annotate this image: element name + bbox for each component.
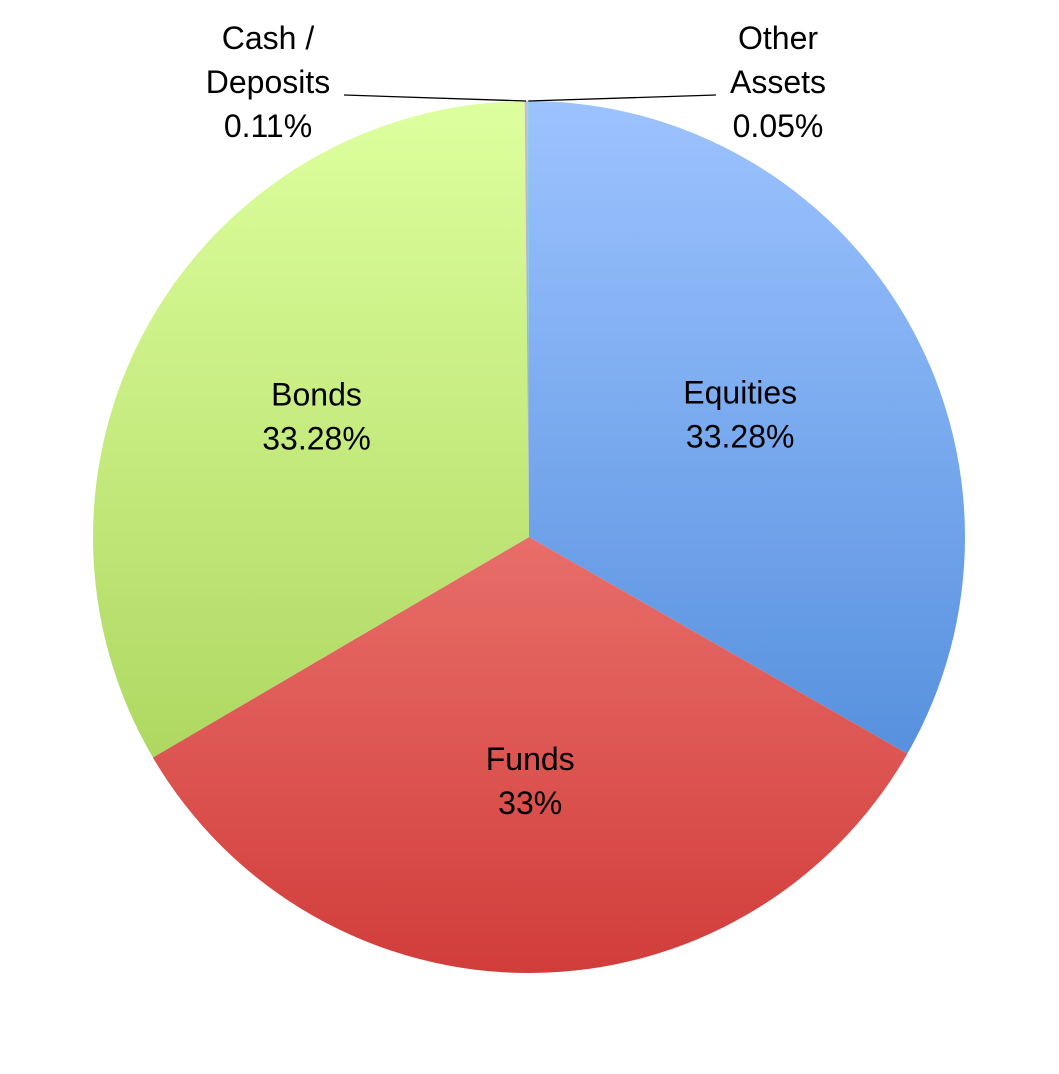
leader-line-cash-deposits: [343, 94, 527, 102]
labels-layer: Equities 33.28% Funds 33% Bonds 33.28% Cash / D…: [206, 20, 826, 821]
slice-name-equities: Equities: [683, 375, 797, 411]
slice-percent-equities: 33.28%: [686, 419, 795, 455]
pie-slice-funds: [152, 537, 908, 974]
slice-label-bonds: Bonds 33.28%: [262, 377, 371, 457]
pie-slice-bonds: [92, 101, 529, 758]
slice-label-equities: Equities 33.28%: [683, 375, 797, 455]
slice-name-other-assets: Other: [738, 20, 818, 56]
slice-label-other-assets: Other Assets 0.05%: [730, 20, 826, 144]
slice-name-funds: Funds: [486, 741, 575, 777]
pie-slice-equities: [529, 100, 966, 754]
slice-name-other-assets: Assets: [730, 64, 826, 100]
slices-layer: [92, 100, 966, 974]
pie-slice-other-assets: [527, 100, 529, 537]
slice-label-cash-deposits: Cash / Deposits 0.11%: [206, 20, 331, 144]
slice-percent-bonds: 33.28%: [262, 421, 371, 457]
slice-percent-funds: 33%: [498, 785, 562, 821]
slice-name-cash-deposits: Cash /: [222, 20, 315, 56]
leaders-layer: [343, 94, 717, 102]
slice-label-funds: Funds 33%: [486, 741, 575, 821]
slice-name-cash-deposits: Deposits: [206, 64, 331, 100]
slice-percent-other-assets: 0.05%: [733, 108, 824, 144]
slice-percent-cash-deposits: 0.11%: [224, 108, 312, 144]
pie-slice-cash-deposits: [524, 101, 529, 537]
slice-name-bonds: Bonds: [271, 377, 362, 413]
leader-line-other-assets: [528, 94, 717, 102]
